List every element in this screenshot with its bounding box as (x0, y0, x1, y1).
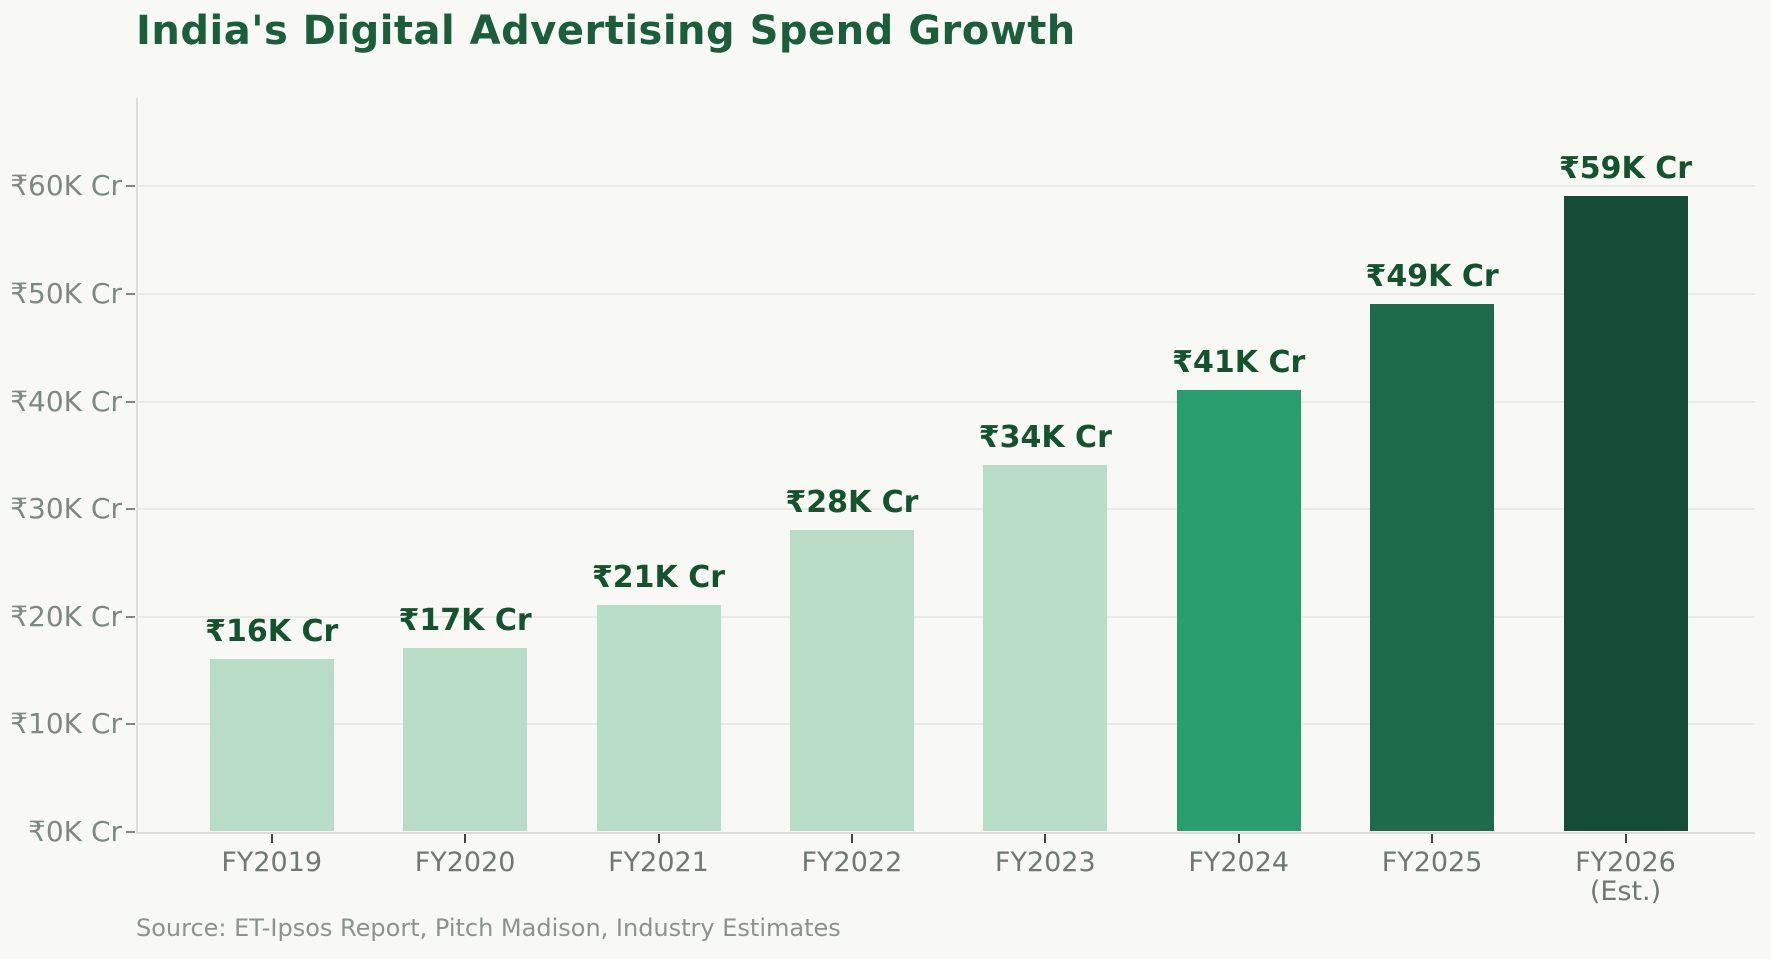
bar-value-label: ₹21K Cr (591, 560, 726, 595)
x-axis-category: FY2021 (608, 847, 709, 878)
bar-fy2026 (1563, 196, 1688, 831)
x-axis-tick-label: FY2021 (562, 848, 756, 877)
y-axis-tick-mark (126, 293, 135, 295)
bar-fy2022 (789, 530, 914, 831)
bar-value-label: ₹28K Cr (785, 485, 919, 520)
x-axis-tick-mark (1237, 834, 1240, 843)
y-axis-tick-label: ₹50K Cr (10, 277, 122, 310)
x-axis-category: FY2019 (221, 847, 323, 878)
x-axis-line (136, 832, 1755, 834)
x-axis-tick-label: FY2019 (175, 848, 369, 877)
y-axis-tick-label: ₹10K Cr (10, 707, 122, 741)
bar-fy2020 (403, 648, 528, 831)
x-axis-tick-mark (657, 834, 660, 843)
x-axis-category-sublabel: (Est.) (1589, 876, 1662, 907)
bar-fy2019 (209, 659, 334, 831)
x-axis-tick-mark (1431, 834, 1434, 843)
y-axis-tick-mark (126, 723, 135, 726)
x-axis-category: FY2024 (1188, 847, 1290, 878)
x-axis-category: FY2023 (994, 847, 1096, 878)
x-axis-tick-mark (850, 834, 853, 843)
y-axis-line (136, 98, 138, 834)
bar-fy2024 (1176, 390, 1301, 831)
bar-value-label: ₹16K Cr (205, 614, 339, 649)
x-axis-tick-label: FY2020 (368, 848, 562, 877)
y-axis-tick-label: ₹40K Cr (10, 384, 122, 418)
bar-value-label: ₹17K Cr (398, 603, 532, 638)
x-axis-tick-mark (464, 834, 467, 843)
bar-value-label: ₹34K Cr (978, 420, 1112, 455)
x-axis-category: FY2022 (801, 847, 903, 878)
bar-fy2023 (983, 465, 1108, 831)
source-note: Source: ET-Ipsos Report, Pitch Madison, … (136, 914, 841, 942)
plot-area: ₹16K Cr ₹17K Cr ₹21K Cr ₹28K Cr ₹34K Cr ₹41K … (136, 98, 1755, 832)
x-axis-tick-label: FY2024 (1142, 848, 1336, 877)
y-axis-tick-label: ₹20K Cr (10, 599, 122, 633)
y-axis-tick-mark (126, 831, 135, 833)
gridline (136, 400, 1755, 403)
x-axis-category: FY2026 (1575, 847, 1676, 878)
chart-title: India's Digital Advertising Spend Growth (136, 8, 1076, 54)
x-axis-tick-mark (1624, 834, 1627, 843)
y-axis-tick-mark (126, 615, 135, 618)
bar-value-label: ₹59K Cr (1558, 151, 1693, 186)
gridline (136, 508, 1755, 511)
gridline (136, 293, 1755, 295)
gridline (136, 185, 1755, 188)
x-axis-tick-label: FY2025 (1335, 848, 1529, 877)
y-axis-tick-mark (126, 400, 135, 403)
x-axis-category: FY2020 (414, 847, 516, 878)
gridline (136, 615, 1755, 618)
bar-value-label: ₹49K Cr (1365, 259, 1499, 294)
bar-fy2025 (1370, 304, 1495, 831)
gridline (136, 723, 1755, 726)
y-axis-tick-mark (126, 508, 135, 511)
y-axis-tick-label: ₹0K Cr (28, 815, 122, 848)
x-axis-tick-mark (1044, 834, 1047, 843)
x-axis-category: FY2025 (1381, 847, 1483, 878)
x-axis-tick-mark (270, 834, 273, 843)
y-axis-tick-label: ₹30K Cr (10, 492, 122, 526)
y-axis-tick-mark (126, 185, 135, 188)
x-axis-tick-label: FY2023 (948, 848, 1142, 877)
bar-value-label: ₹41K Cr (1172, 345, 1306, 380)
y-axis-tick-label: ₹60K Cr (10, 169, 122, 203)
bar-fy2021 (596, 605, 721, 831)
x-axis-tick-label: FY2022 (755, 848, 949, 877)
x-axis-tick-label: FY2026 (Est.) (1529, 848, 1723, 906)
